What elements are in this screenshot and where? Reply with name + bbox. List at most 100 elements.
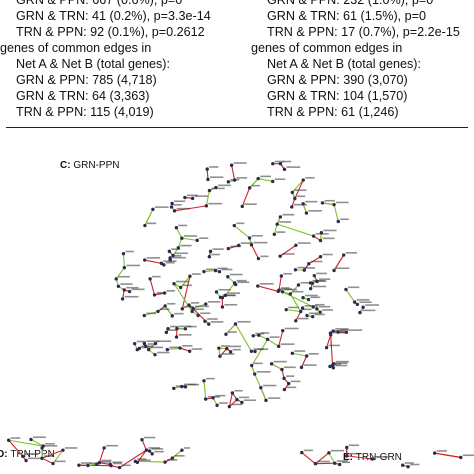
network-node bbox=[281, 328, 285, 333]
node-label-glyph bbox=[286, 166, 301, 168]
node-label-glyph bbox=[146, 257, 161, 259]
network-node bbox=[293, 268, 298, 272]
node-label-glyph bbox=[312, 279, 325, 282]
network-node bbox=[290, 205, 294, 209]
network-node bbox=[311, 305, 315, 309]
network-node bbox=[299, 365, 304, 370]
network-edge bbox=[174, 205, 207, 212]
node-label-glyph bbox=[230, 245, 242, 248]
node-label-glyph bbox=[300, 281, 314, 284]
node-label-glyph bbox=[136, 340, 146, 343]
node-label-glyph bbox=[167, 302, 176, 305]
node-label-glyph bbox=[347, 286, 360, 289]
node-label-glyph bbox=[274, 178, 286, 181]
network-edge bbox=[30, 438, 44, 447]
network-edge bbox=[267, 338, 279, 347]
node-label-glyph bbox=[279, 221, 292, 223]
node-label-glyph bbox=[292, 290, 304, 293]
node-label-glyph bbox=[322, 309, 334, 311]
node-label-glyph bbox=[170, 325, 179, 328]
network-edge bbox=[276, 223, 314, 237]
node-label-glyph bbox=[229, 273, 243, 276]
network-node bbox=[308, 286, 313, 291]
node-label-glyph bbox=[224, 303, 238, 306]
network-node bbox=[170, 314, 174, 318]
node-label-glyph bbox=[335, 364, 348, 367]
node-label-glyph bbox=[106, 444, 119, 447]
network-node bbox=[153, 341, 158, 346]
network-node bbox=[406, 465, 410, 469]
network-node bbox=[168, 258, 172, 262]
node-label-glyph bbox=[288, 306, 299, 309]
node-label-glyph bbox=[165, 261, 175, 264]
network-edge bbox=[251, 244, 259, 259]
node-label-glyph bbox=[348, 452, 362, 455]
node-label-glyph bbox=[243, 399, 256, 402]
network-node bbox=[151, 207, 155, 212]
network-node bbox=[208, 249, 213, 254]
node-label-glyph bbox=[359, 301, 372, 304]
network-node bbox=[299, 309, 303, 314]
network-edge bbox=[300, 355, 308, 368]
node-label-glyph bbox=[322, 253, 333, 256]
network-edge bbox=[181, 237, 198, 241]
network-node bbox=[117, 465, 122, 470]
network-node bbox=[300, 450, 304, 455]
stats-right: GRN & PPN: 232 (1.0%), p=0 GRN & TRN: 61… bbox=[251, 0, 474, 120]
node-label-glyph bbox=[187, 383, 200, 386]
node-label-glyph bbox=[178, 224, 188, 227]
network-node bbox=[165, 347, 170, 352]
node-label-glyph bbox=[283, 272, 292, 275]
network-node bbox=[227, 404, 232, 409]
network-node bbox=[147, 347, 151, 352]
node-label-glyph bbox=[156, 291, 166, 294]
network-edge bbox=[278, 330, 284, 347]
network-node bbox=[311, 314, 315, 319]
node-label-glyph bbox=[209, 166, 219, 168]
node-label-glyph bbox=[199, 237, 209, 239]
node-label-glyph bbox=[146, 312, 157, 315]
network-node bbox=[400, 463, 405, 467]
network-edge bbox=[41, 457, 54, 465]
network-node bbox=[159, 261, 164, 266]
network-edge bbox=[292, 352, 307, 357]
node-label-glyph bbox=[191, 273, 201, 275]
network-edge bbox=[271, 363, 283, 370]
node-label-glyph bbox=[137, 458, 147, 460]
stat-row: GRN & PPN: 667 (0.6%), p=0 bbox=[16, 0, 183, 7]
network-node bbox=[148, 277, 152, 281]
node-label-glyph bbox=[283, 366, 296, 369]
network-edge bbox=[122, 253, 125, 268]
network-node bbox=[249, 349, 254, 354]
node-label-glyph bbox=[284, 327, 299, 330]
network-node bbox=[143, 223, 147, 228]
network-node bbox=[174, 225, 179, 230]
network-node bbox=[338, 462, 342, 467]
network-node bbox=[247, 236, 252, 240]
network-node bbox=[306, 297, 311, 302]
node-label-glyph bbox=[294, 189, 307, 192]
network-edge bbox=[141, 439, 147, 451]
network-node bbox=[342, 253, 346, 257]
network-node bbox=[226, 246, 231, 251]
network-node bbox=[272, 232, 277, 237]
network-node bbox=[232, 223, 236, 228]
node-label-glyph bbox=[316, 272, 327, 275]
node-label-glyph bbox=[178, 334, 192, 336]
network-edge bbox=[308, 256, 321, 265]
node-label-glyph bbox=[286, 375, 295, 377]
network-node bbox=[294, 319, 298, 323]
node-label-glyph bbox=[184, 305, 194, 308]
network-node bbox=[135, 347, 140, 352]
network-node bbox=[207, 322, 211, 326]
node-label-glyph bbox=[194, 308, 204, 311]
node-label-glyph bbox=[113, 462, 122, 465]
node-label-glyph bbox=[141, 345, 154, 348]
node-label-glyph bbox=[98, 461, 112, 463]
network-node bbox=[256, 256, 261, 261]
network-node bbox=[301, 296, 305, 300]
network-node bbox=[140, 438, 144, 442]
network-node bbox=[355, 302, 360, 307]
panel-d-letter: D: bbox=[0, 449, 8, 460]
node-label-glyph bbox=[212, 248, 224, 250]
